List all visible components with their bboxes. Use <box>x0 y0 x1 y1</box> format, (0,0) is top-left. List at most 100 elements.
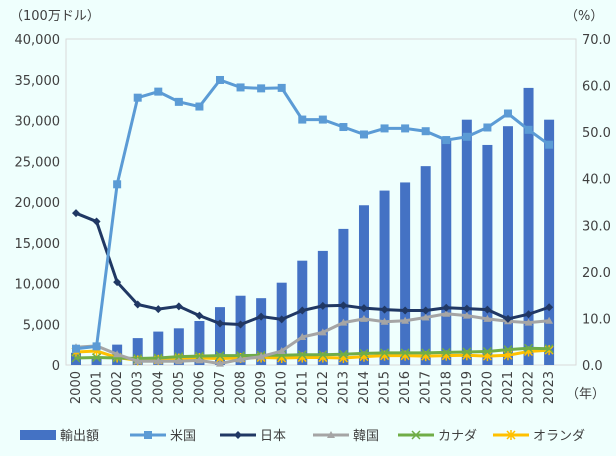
point-米国-2020 <box>483 123 492 132</box>
point-米国-2010 <box>277 83 286 92</box>
point-米国-2013 <box>339 123 348 132</box>
left-tick: 40,000 <box>15 33 61 48</box>
point-韓国-2020 <box>483 314 492 322</box>
x-tick: 2014 <box>357 371 372 404</box>
x-tick: 2010 <box>275 371 290 404</box>
bar-2023 <box>544 119 555 365</box>
line-韓国 <box>75 312 550 366</box>
point-日本-2004 <box>154 305 163 314</box>
point-カナダ-2007 <box>215 351 225 361</box>
x-unit-label: （年） <box>566 387 605 402</box>
point-韓国-2022 <box>524 318 533 326</box>
bar-2001 <box>91 356 102 365</box>
point-韓国-2002 <box>113 350 122 358</box>
point-カナダ-2021 <box>503 345 513 355</box>
legend-marker <box>327 431 335 438</box>
x-tick: 2022 <box>522 371 537 404</box>
bar-2006 <box>194 320 205 365</box>
point-韓国-2009 <box>257 352 266 360</box>
point-米国-2022 <box>524 125 533 134</box>
legend-label: 日本 <box>260 429 286 444</box>
x-tick: 2021 <box>501 371 516 404</box>
right-tick: 0.0 <box>582 359 603 374</box>
point-韓国-2003 <box>133 357 142 365</box>
point-カナダ-2011 <box>297 350 307 360</box>
point-カナダ-2019 <box>462 347 472 357</box>
x-tick: 2006 <box>192 371 207 404</box>
bar-2009 <box>256 298 267 365</box>
point-カナダ-2013 <box>338 349 348 359</box>
legend-marker <box>234 431 242 439</box>
bar-2007 <box>214 307 225 365</box>
legend-label: オランダ <box>533 429 585 444</box>
point-韓国-2014 <box>359 314 368 322</box>
point-日本-2018 <box>442 303 451 312</box>
point-米国-2021 <box>503 109 512 118</box>
point-カナダ-2022 <box>524 343 534 353</box>
bar-2019 <box>461 119 472 365</box>
point-韓国-2013 <box>339 318 348 326</box>
point-カナダ-2005 <box>174 352 184 362</box>
right-tick: 70.0 <box>582 33 611 48</box>
bar-2020 <box>482 144 493 365</box>
point-日本-2007 <box>215 319 224 328</box>
x-tick: 2015 <box>378 371 393 404</box>
legend-item-日本: 日本 <box>220 429 286 444</box>
point-米国-2001 <box>92 342 101 351</box>
point-韓国-2007 <box>215 359 224 367</box>
point-カナダ-2018 <box>441 347 451 357</box>
legend-item-輸出額: 輸出額 <box>20 429 99 444</box>
bar-2022 <box>523 87 534 366</box>
point-韓国-2023 <box>545 316 554 324</box>
point-日本-2022 <box>524 310 533 319</box>
bar-2004 <box>153 331 164 365</box>
left-tick: 5,000 <box>23 318 60 333</box>
point-米国-2017 <box>421 127 430 136</box>
point-韓国-2016 <box>401 316 410 324</box>
legend-item-カナダ: カナダ <box>398 429 477 444</box>
bar-2015 <box>379 190 390 365</box>
x-tick: 2013 <box>336 371 351 404</box>
legend-marker <box>411 430 421 440</box>
right-tick: 30.0 <box>582 219 611 234</box>
right-tick: 40.0 <box>582 173 611 188</box>
point-米国-2008 <box>236 83 245 92</box>
point-韓国-2018 <box>442 309 451 317</box>
point-米国-2023 <box>545 140 554 149</box>
left-tick: 20,000 <box>15 196 61 211</box>
point-韓国-2011 <box>298 333 307 341</box>
point-カナダ-2006 <box>194 351 204 361</box>
point-米国-2003 <box>133 93 142 102</box>
point-米国-2004 <box>154 87 163 96</box>
left-tick: 0 <box>52 359 60 374</box>
x-tick: 2000 <box>69 371 84 404</box>
legend-marker <box>144 431 152 439</box>
x-tick: 2001 <box>90 371 105 404</box>
point-米国-2011 <box>298 115 307 124</box>
bar-2021 <box>502 126 513 365</box>
point-日本-2003 <box>133 300 142 309</box>
point-米国-2009 <box>257 84 266 93</box>
x-tick: 2017 <box>419 371 434 404</box>
point-韓国-2015 <box>380 317 389 325</box>
legend-item-韓国: 韓国 <box>313 429 379 444</box>
point-カナダ-2017 <box>421 348 431 358</box>
point-カナダ-2000 <box>71 353 81 363</box>
point-日本-2021 <box>503 314 512 323</box>
bar-2016 <box>400 182 411 365</box>
right-tick: 20.0 <box>582 266 611 281</box>
point-米国-2015 <box>380 124 389 133</box>
right-unit-label: （%） <box>565 9 603 24</box>
point-米国-2005 <box>174 97 183 106</box>
x-tick: 2003 <box>131 371 146 404</box>
point-米国-2007 <box>215 75 224 84</box>
x-tick: 2018 <box>439 371 454 404</box>
point-日本-2013 <box>339 301 348 310</box>
left-tick: 30,000 <box>15 115 61 130</box>
left-tick: 10,000 <box>15 278 61 293</box>
point-日本-2005 <box>174 302 183 311</box>
point-日本-2020 <box>483 305 492 314</box>
point-日本-2002 <box>113 278 122 287</box>
point-日本-2011 <box>298 306 307 315</box>
